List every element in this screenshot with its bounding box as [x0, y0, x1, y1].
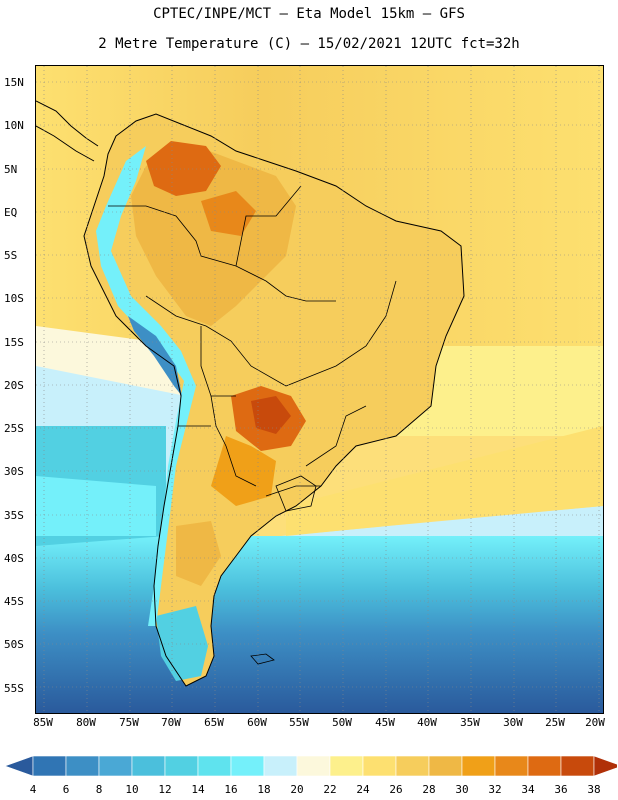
land-hot-north — [146, 141, 221, 196]
colorbar-label: 8 — [95, 783, 103, 796]
colorbar-label: 22 — [323, 783, 337, 796]
colorbar-label: 12 — [158, 783, 172, 796]
colorbar-swatch — [197, 755, 232, 777]
colorbar-swatch — [560, 755, 595, 777]
falkland-islands — [250, 653, 275, 665]
colorbar-swatch — [65, 755, 100, 777]
lon-label-20w: 20W — [585, 716, 605, 729]
colorbar-label: 26 — [389, 783, 403, 796]
country-borders — [108, 185, 397, 497]
land-warm-patagonia — [176, 521, 221, 586]
colorbar-swatch — [329, 755, 364, 777]
lat-label-45s: 45S — [4, 595, 24, 608]
ocean-cool-pacific-inner — [36, 476, 156, 536]
central-america-coast — [36, 100, 99, 162]
land-warm-chaco — [211, 436, 276, 506]
temperature-colorbar — [5, 755, 617, 777]
colorbar-swatch — [461, 755, 496, 777]
lat-label-30s: 30S — [4, 465, 24, 478]
colorbar-swatch — [32, 755, 67, 777]
lat-label-25s: 25S — [4, 422, 24, 435]
map-title: CPTEC/INPE/MCT – Eta Model 15km – GFS — [153, 6, 465, 22]
colorbar-label: 10 — [125, 783, 139, 796]
lon-label-65w: 65W — [204, 716, 224, 729]
land-hot-paraguay-core — [251, 396, 291, 434]
ocean-south — [36, 536, 603, 713]
lon-label-70w: 70W — [161, 716, 181, 729]
lon-label-45w: 45W — [375, 716, 395, 729]
lat-label-20s: 20S — [4, 379, 24, 392]
lat-label-40s: 40S — [4, 552, 24, 565]
map-canvas — [36, 66, 603, 713]
land-cool-patagonia-south — [156, 606, 208, 681]
colorbar-swatch — [131, 755, 166, 777]
colorbar-arrow-high — [593, 755, 617, 777]
colorbar-arrow-low — [5, 755, 34, 777]
colorbar-swatch — [263, 755, 298, 777]
colorbar-swatch — [296, 755, 331, 777]
colorbar-label: 32 — [488, 783, 502, 796]
lon-label-75w: 75W — [119, 716, 139, 729]
lon-label-60w: 60W — [247, 716, 267, 729]
colorbar-label: 18 — [257, 783, 271, 796]
lat-label-15s: 15S — [4, 336, 24, 349]
colorbar-label: 30 — [455, 783, 469, 796]
ocean-light-cyan-band — [36, 366, 186, 426]
colorbar-swatch — [98, 755, 133, 777]
lat-label-15n: 15N — [4, 76, 24, 89]
lon-label-25w: 25W — [545, 716, 565, 729]
colorbar-label: 24 — [356, 783, 370, 796]
colorbar-swatch — [428, 755, 463, 777]
colorbar-label: 36 — [554, 783, 568, 796]
lat-label-55s: 55S — [4, 682, 24, 695]
uruguay-border — [275, 475, 317, 512]
colorbar-swatch — [362, 755, 397, 777]
lat-label-5s: 5S — [4, 249, 18, 262]
lat-label-50s: 50S — [4, 638, 24, 651]
colorbar-swatch — [494, 755, 529, 777]
colorbar-label: 6 — [62, 783, 70, 796]
temperature-map — [35, 65, 604, 714]
colorbar-label: 16 — [224, 783, 238, 796]
ocean-warm-atlantic — [286, 426, 603, 536]
colorbar-label: 38 — [587, 783, 601, 796]
lat-lon-grid — [36, 66, 603, 713]
colorbar-swatch — [395, 755, 430, 777]
colorbar-label: 28 — [422, 783, 436, 796]
lat-label-5n: 5N — [4, 163, 18, 176]
lon-label-30w: 30W — [503, 716, 523, 729]
lat-label-35s: 35S — [4, 509, 24, 522]
lon-label-55w: 55W — [289, 716, 309, 729]
colorbar-swatch — [230, 755, 265, 777]
colorbar-label: 20 — [290, 783, 304, 796]
lat-label-10n: 10N — [4, 119, 24, 132]
colorbar-label: 4 — [29, 783, 37, 796]
colorbar-label: 34 — [521, 783, 535, 796]
colorbar-swatch — [527, 755, 562, 777]
lon-label-40w: 40W — [417, 716, 437, 729]
colorbar-label: 14 — [191, 783, 205, 796]
coastline — [83, 113, 465, 687]
lon-label-85w: 85W — [33, 716, 53, 729]
lon-label-35w: 35W — [460, 716, 480, 729]
lat-label-eq: EQ — [4, 206, 18, 219]
lon-label-80w: 80W — [76, 716, 96, 729]
andes-cold-core — [128, 316, 182, 396]
map-subtitle: 2 Metre Temperature (C) – 15/02/2021 12U… — [98, 36, 520, 52]
lat-label-10s: 10S — [4, 292, 24, 305]
andes-cold-ridge — [96, 146, 196, 626]
colorbar-swatch — [164, 755, 199, 777]
lon-label-50w: 50W — [332, 716, 352, 729]
